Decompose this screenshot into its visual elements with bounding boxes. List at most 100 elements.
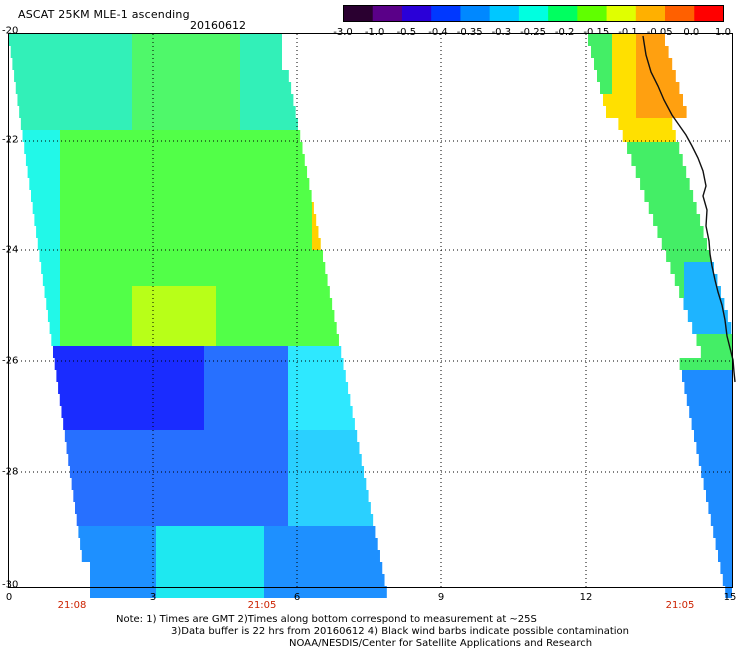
swath-cell [204, 106, 216, 118]
swath-cell [696, 238, 708, 250]
swath-cell [72, 382, 84, 394]
swath-cell [240, 526, 252, 538]
swath-cell [96, 190, 108, 202]
swath-cell [312, 286, 324, 298]
swath-cell [252, 298, 264, 310]
swath-cell [228, 274, 240, 286]
swath-cell [96, 130, 108, 142]
swath-cell [72, 442, 84, 454]
swath-cell [288, 70, 289, 82]
swath-cell [648, 118, 660, 130]
swath-cell [276, 490, 288, 502]
swath-cell [252, 514, 264, 526]
swath-cell [180, 322, 192, 334]
swath-cell [144, 226, 156, 238]
swath-cell [216, 310, 228, 322]
swath-cell [192, 238, 204, 250]
swath-cell [84, 262, 96, 274]
swath-cell [264, 394, 276, 406]
swath-cell [132, 394, 144, 406]
swath-cell [120, 406, 132, 418]
swath-cell [144, 82, 156, 94]
swath-cell [708, 454, 720, 466]
swath-cell [120, 310, 132, 322]
swath-cell [204, 274, 216, 286]
swath-cell [120, 526, 132, 538]
swath-cell [204, 82, 216, 94]
swath-cell [324, 310, 335, 322]
swath-cell [192, 490, 204, 502]
swath-cell [168, 106, 180, 118]
swath-cell [96, 538, 108, 550]
swath-cell [168, 490, 180, 502]
swath-cell [324, 370, 336, 382]
swath-cell [228, 34, 240, 46]
swath-cell [192, 142, 204, 154]
swath-cell [720, 478, 732, 490]
swath-cell [96, 418, 108, 430]
swath-cell [288, 142, 300, 154]
swath-cell [60, 82, 72, 94]
swath-cell [72, 358, 84, 370]
swath-cell [192, 538, 204, 550]
swath-cell [108, 226, 120, 238]
swath-cell [216, 226, 228, 238]
swath-cell [24, 34, 36, 46]
swath-cell [120, 358, 132, 370]
swath-cell [60, 190, 72, 202]
swath-cell [132, 346, 144, 358]
swath-cell [108, 322, 120, 334]
swath-cell [672, 238, 684, 250]
swath-cell [84, 478, 96, 490]
swath-cell [300, 454, 312, 466]
swath-cell [132, 334, 144, 346]
swath-cell [252, 190, 264, 202]
swath-cell [132, 478, 144, 490]
swath-cell [252, 370, 264, 382]
swath-cell [120, 382, 132, 394]
swath-cell [132, 526, 144, 538]
swath-cell [228, 322, 240, 334]
swath-cell [720, 454, 732, 466]
swath-cell [612, 106, 624, 118]
swath-cell [84, 370, 96, 382]
swath-cell [627, 142, 636, 154]
swath-cell [240, 154, 252, 166]
swath-cell [264, 262, 276, 274]
swath-cell [216, 346, 228, 358]
swath-cell [120, 214, 132, 226]
swath-cell [180, 202, 192, 214]
swath-cell [264, 286, 276, 298]
swath-cell [192, 274, 204, 286]
swath-cell [168, 526, 180, 538]
swath-cell [144, 190, 156, 202]
swath-cell [216, 550, 228, 562]
swath-cell [84, 250, 96, 262]
swath-cell [84, 490, 96, 502]
swath-cell [24, 46, 36, 58]
swath-cell [288, 178, 300, 190]
swath-cell [252, 346, 264, 358]
swath-cell [132, 178, 144, 190]
colorbar-swatch [343, 5, 374, 22]
swath-cell [132, 262, 144, 274]
swath-cell [324, 358, 336, 370]
swath-cell [708, 322, 720, 334]
swath-cell [336, 586, 348, 598]
swath-cell [168, 214, 180, 226]
swath-cell [252, 358, 264, 370]
swath-cell [120, 538, 132, 550]
swath-cell [180, 70, 192, 82]
swath-cell [192, 166, 204, 178]
swath-cell [108, 538, 120, 550]
swath-cell [276, 382, 288, 394]
swath-cell [240, 382, 252, 394]
swath-cell [648, 142, 660, 154]
swath-cell [84, 526, 96, 538]
swath-cell [144, 574, 156, 586]
swath-cell [36, 130, 48, 142]
swath-cell [336, 418, 348, 430]
swath-cell [264, 190, 276, 202]
swath-cell [696, 406, 708, 418]
swath-cell [300, 502, 312, 514]
